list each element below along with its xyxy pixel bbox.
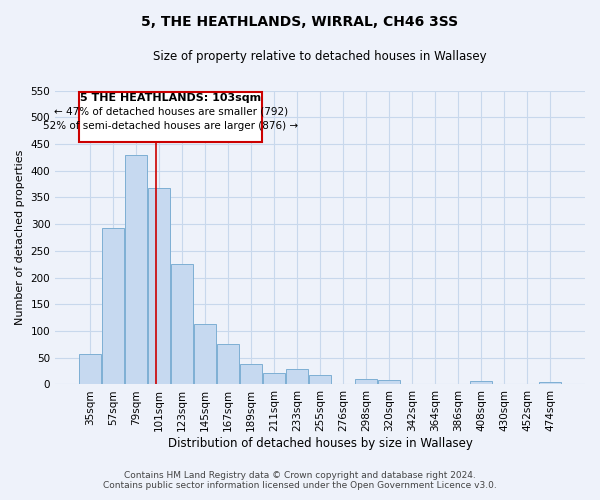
Text: 5 THE HEATHLANDS: 103sqm: 5 THE HEATHLANDS: 103sqm — [80, 92, 261, 102]
Text: ← 47% of detached houses are smaller (792): ← 47% of detached houses are smaller (79… — [53, 107, 288, 117]
Bar — [217, 344, 239, 385]
Bar — [194, 324, 216, 384]
Bar — [286, 369, 308, 384]
Bar — [125, 154, 147, 384]
Bar — [539, 382, 561, 384]
X-axis label: Distribution of detached houses by size in Wallasey: Distribution of detached houses by size … — [167, 437, 473, 450]
Bar — [79, 354, 101, 384]
Bar — [102, 228, 124, 384]
Bar — [148, 188, 170, 384]
Text: 5, THE HEATHLANDS, WIRRAL, CH46 3SS: 5, THE HEATHLANDS, WIRRAL, CH46 3SS — [142, 15, 458, 29]
Bar — [240, 364, 262, 384]
Bar — [470, 382, 492, 384]
Bar — [263, 372, 285, 384]
Bar — [309, 375, 331, 384]
Bar — [378, 380, 400, 384]
Text: Contains HM Land Registry data © Crown copyright and database right 2024.
Contai: Contains HM Land Registry data © Crown c… — [103, 470, 497, 490]
Bar — [355, 378, 377, 384]
Title: Size of property relative to detached houses in Wallasey: Size of property relative to detached ho… — [153, 50, 487, 63]
FancyBboxPatch shape — [79, 92, 262, 142]
Bar — [171, 264, 193, 384]
Y-axis label: Number of detached properties: Number of detached properties — [15, 150, 25, 325]
Text: 52% of semi-detached houses are larger (876) →: 52% of semi-detached houses are larger (… — [43, 122, 298, 132]
